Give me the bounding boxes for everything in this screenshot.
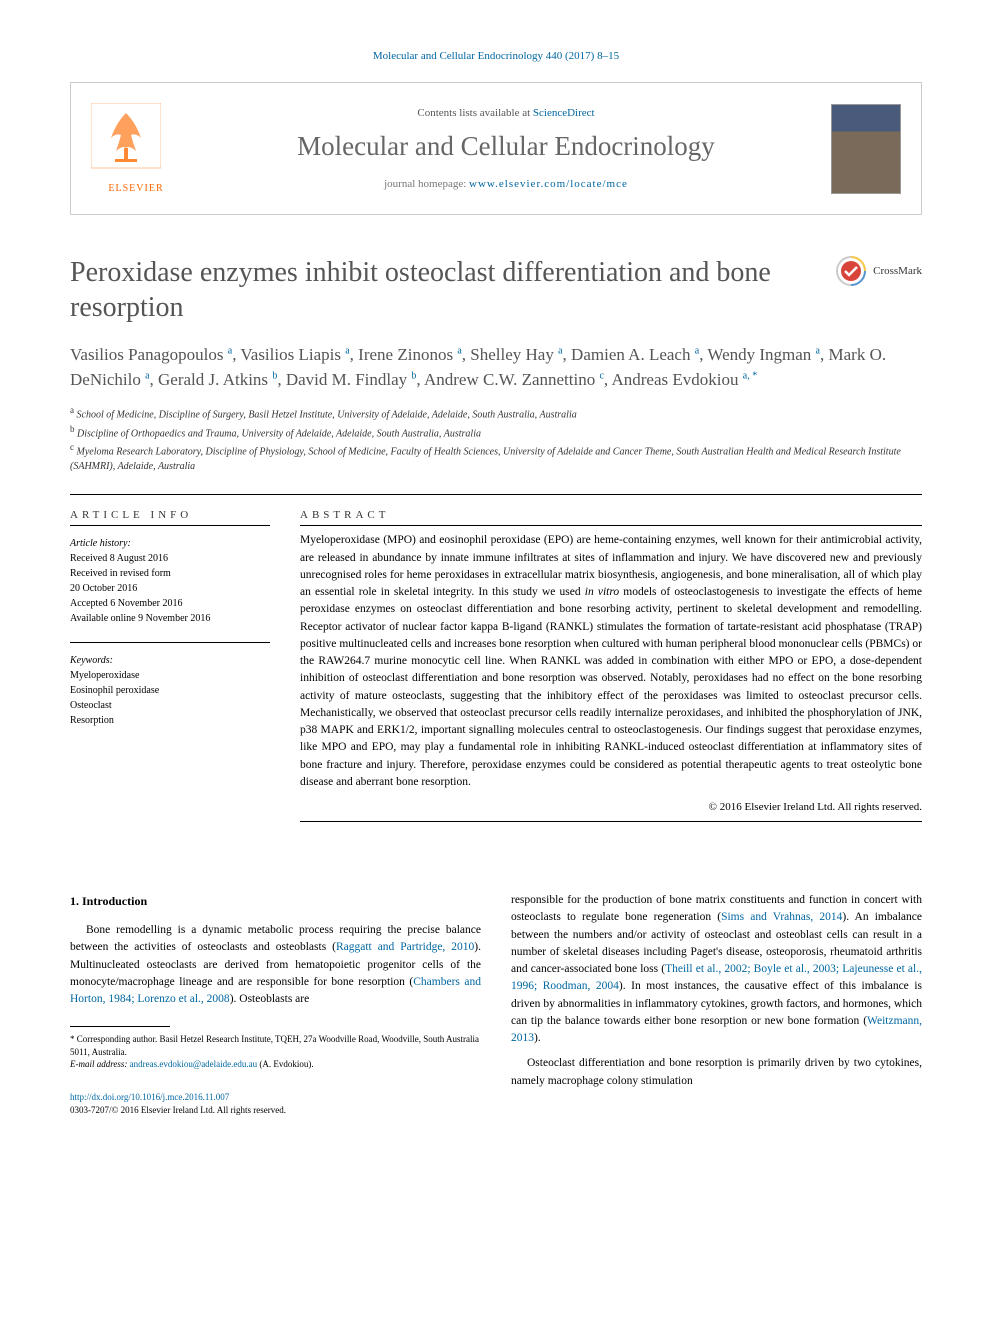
affiliations: a School of Medicine, Discipline of Surg… [70,404,922,474]
journal-homepage: journal homepage: www.elsevier.com/locat… [181,178,831,190]
affiliation-line: b Discipline of Orthopaedics and Trauma,… [70,423,922,441]
history-line: 20 October 2016 [70,581,270,596]
history-label: Article history: [70,536,270,551]
keyword: Eosinophil peroxidase [70,683,270,698]
affiliation-line: c Myeloma Research Laboratory, Disciplin… [70,441,922,474]
email-link[interactable]: andreas.evdokiou@adelaide.edu.au [130,1059,258,1069]
intro-heading: 1. Introduction [70,892,481,910]
journal-banner: ELSEVIER Contents lists available at Sci… [70,82,922,215]
corresponding-author-footnote: * Corresponding author. Basil Hetzel Res… [70,1033,481,1071]
keyword: Resorption [70,713,270,728]
running-header: Molecular and Cellular Endocrinology 440… [70,50,922,62]
doi-block: http://dx.doi.org/10.1016/j.mce.2016.11.… [70,1091,481,1116]
body-column-left: 1. Introduction Bone remodelling is a dy… [70,892,481,1116]
abstract-text: Myeloperoxidase (MPO) and eosinophil per… [300,532,922,791]
crossmark-badge[interactable]: CrossMark [835,255,922,287]
abstract-copyright: © 2016 Elsevier Ireland Ltd. All rights … [300,801,922,813]
keyword: Myeloperoxidase [70,668,270,683]
abstract-column: ABSTRACT Myeloperoxidase (MPO) and eosin… [300,509,922,822]
journal-cover-thumbnail [831,104,901,194]
body-column-right: responsible for the production of bone m… [511,892,922,1116]
history-line: Received 8 August 2016 [70,551,270,566]
sciencedirect-link[interactable]: ScienceDirect [533,107,595,119]
crossmark-label: CrossMark [873,265,922,277]
journal-name: Molecular and Cellular Endocrinology [181,131,831,162]
keywords-label: Keywords: [70,653,270,668]
doi-link[interactable]: http://dx.doi.org/10.1016/j.mce.2016.11.… [70,1092,229,1102]
abstract-label: ABSTRACT [300,509,922,521]
authors-list: Vasilios Panagopoulos a, Vasilios Liapis… [70,343,922,392]
intro-para-1: Bone remodelling is a dynamic metabolic … [70,922,481,1008]
intro-para-3: Osteoclast differentiation and bone reso… [511,1055,922,1090]
contents-lists-text: Contents lists available at ScienceDirec… [181,107,831,119]
article-title: Peroxidase enzymes inhibit osteoclast di… [70,255,815,325]
homepage-link[interactable]: www.elsevier.com/locate/mce [469,178,628,190]
history-line: Available online 9 November 2016 [70,611,270,626]
history-line: Accepted 6 November 2016 [70,596,270,611]
elsevier-tree-icon [91,103,161,183]
publisher-label: ELSEVIER [91,183,181,194]
keyword: Osteoclast [70,698,270,713]
history-line: Received in revised form [70,566,270,581]
elsevier-logo: ELSEVIER [91,103,181,194]
article-info-column: ARTICLE INFO Article history: Received 8… [70,509,270,822]
article-info-label: ARTICLE INFO [70,509,270,521]
crossmark-icon [835,255,867,287]
intro-para-2: responsible for the production of bone m… [511,892,922,1047]
affiliation-line: a School of Medicine, Discipline of Surg… [70,404,922,422]
